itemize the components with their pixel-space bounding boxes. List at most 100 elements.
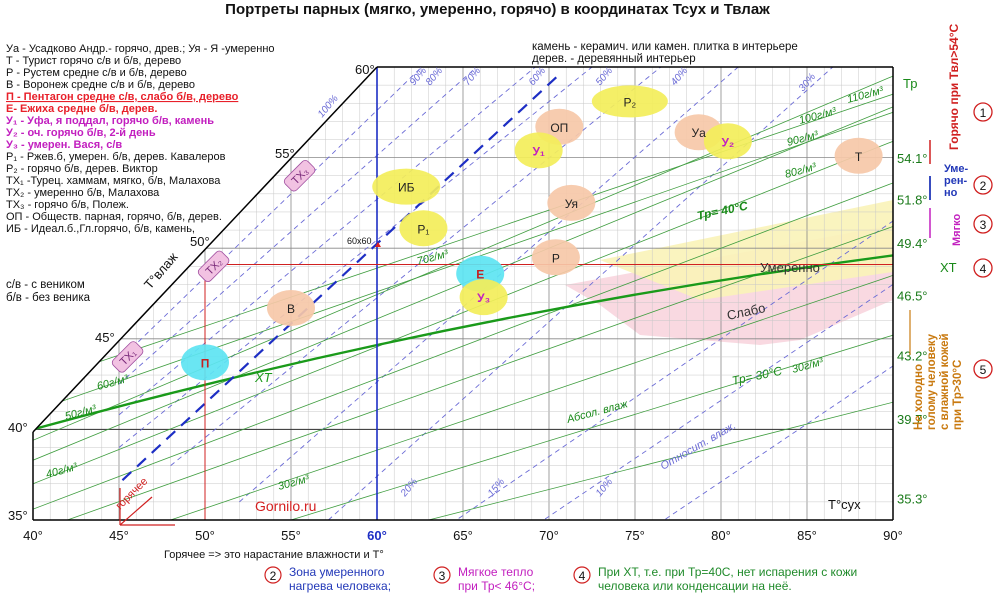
cold-label: голому человеку [926,333,938,430]
right-circle [973,359,993,379]
tp-axis-label: Тр [903,76,917,91]
sauna-blob [834,137,883,174]
x-tick-label: 60° [367,528,387,543]
y-tick-label: 60° [355,62,375,77]
diagonal-edge [32,66,378,433]
y-tick-label: 50° [190,234,210,249]
sauna-label: П [201,356,210,370]
footer-note: Горячее => это нарастание влажности и Т° [164,549,384,561]
sauna-label: В [287,302,295,316]
legend-entry: У₁ - Уфа, я поддал, горячо б/в, камень [6,115,214,127]
legend-entry: У₃ - умерен. Вася, с/в [6,139,122,151]
legend-entry: ТХ₃ - горячо б/в, Полеж. [6,199,129,211]
soft-label: Мягко [951,213,963,246]
rh-label: 60% [527,65,548,87]
y-tick-label: 40° [8,420,28,435]
abs-humidity-label: Абсол. влаж [565,398,630,426]
x-tick-label: 70° [539,528,559,543]
right-circle-number: 1 [980,106,987,120]
right-circle-number: 4 [980,262,987,276]
rh-line [118,67,593,448]
point-60x60-label: 60х60 [347,236,372,246]
abs-humidity-line [170,275,893,520]
right-circle-number: 5 [980,363,987,377]
right-circle [973,175,993,195]
moderate-label: Уме- [944,163,969,175]
abs-humidity-line [33,182,893,510]
footnote-line2: человека или конденсации на неё. [598,579,792,593]
tp-tick-label: 39.7° [897,412,928,427]
sauna-label: ОП [550,121,568,135]
legend-entry: В - Воронеж средне с/в и б/в, дерево [6,79,195,91]
abs-label: 40г/м³ [45,461,79,481]
right-circle [973,214,993,234]
broom-legend: с/в - с веником [6,279,85,291]
broom-legend: б/в - без веника [6,292,91,304]
abs-humidity-line [428,401,893,520]
sauna-blob [399,210,448,247]
rh-line [583,365,893,520]
sauna-blob [531,239,580,276]
rh-line [118,67,478,385]
footnote-circle [264,566,282,584]
umerenno-label: Умеренно [760,260,820,275]
legend-entry: Уа - Усадково Андр.- горячо, древ.; Уя -… [6,43,275,55]
tp-tick-label: 51.8° [897,193,928,208]
hot-label: Горячо при Твл>54°C [947,24,961,150]
tx-marker: ТХ₁ [111,341,144,373]
tx-marker-box [111,341,144,373]
right-circle-number: 3 [980,218,987,232]
sauna-blob [459,279,508,316]
footnote-line2: при Тр< 46°C; [458,579,535,593]
legend-entry: ОП - Обществ. парная, горячо, б/в, дерев… [6,211,222,223]
legend-entry: Е- Ежиха средне б/в, дерев. [6,103,157,115]
moderate-label: рен- [944,175,967,187]
rh-line [462,284,893,520]
abs-label: 30г/м³ [277,473,311,493]
footnote-line2: нагрева человека; [289,579,391,593]
sauna-label: У₂ [721,135,734,149]
right-circle [973,258,993,278]
tx-marker-box [197,250,230,283]
sauna-blob [372,168,441,205]
abs-humidity-line [290,334,893,520]
sauna-label: Р₁ [417,222,429,236]
sauna-label: Уа [691,126,706,140]
x-tick-label: 65° [453,528,473,543]
hot-arrow [119,496,153,526]
rh-label: 80% [424,65,445,87]
legend-entry: Р₁ - Ржев.б, умерен. б/в, дерев. Кавалер… [6,151,226,163]
sauna-label: Т [855,150,863,164]
sauna-blob [547,184,596,221]
tp-tick-label: 49.4° [897,236,928,251]
sauna-label: ИБ [398,181,415,195]
legend-entry: У₂ - оч. горячо б/в, 2-й день [6,127,156,139]
legend-entry: Т - Турист горячо с/в и б/в, дерево [6,55,181,67]
sauna-label: Е [476,268,484,282]
legend-entry: П - Пентагон средне с/в, слабо б/в, дере… [6,91,239,103]
sauna-blob [591,85,668,118]
tp-tick-label: 54.1° [897,151,928,166]
rel-humidity-label: Относит. влаж. [659,420,739,473]
tx-marker-box [283,160,316,192]
x-tick-label: 85° [797,528,817,543]
x-tick-label: 55° [281,528,301,543]
y-tick-label: 55° [275,146,295,161]
footnote-line1: При ХТ, т.е. при Тр=40С, нет испарения с… [598,565,857,579]
right-circle-number: 2 [980,179,987,193]
cold-label: с влажной кожей [939,333,951,430]
rh-line [118,67,423,361]
zone-umerenno [600,200,893,300]
sauna-label: У₃ [477,291,490,305]
tp-tick-label: 43.2° [897,349,928,364]
footnote-circle [433,566,451,584]
legend-entry: ТХ₁ -Турец. хаммам, мягко, б/в, Малахова [6,175,221,187]
right-circle [973,102,993,122]
chart-title: Портреты парных (мягко, умеренно, горячо… [225,1,770,18]
sauna-blob [267,289,315,326]
sauna-blob [514,132,563,169]
rh-label: 10% [594,476,615,498]
tp30-label: Тр= 30°C [731,364,784,388]
sauna-blob [181,344,229,381]
